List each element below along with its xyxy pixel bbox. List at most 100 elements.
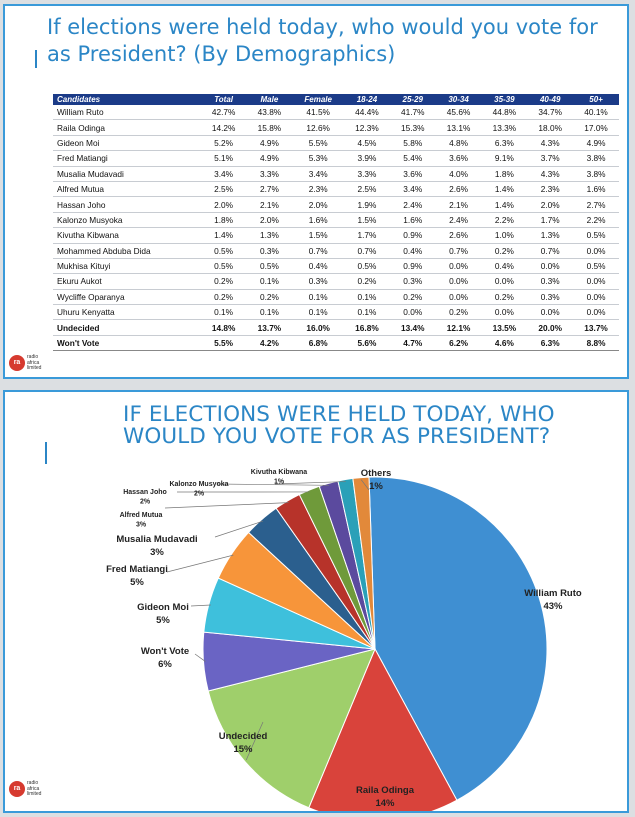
percentage-cell: 2.0% [308,199,328,210]
candidate-name-cell: Gideon Moi [57,137,100,148]
slice-value-label: 6% [158,659,172,670]
percentage-cell: 6.2% [449,338,469,349]
slice-value-label: 43% [543,601,563,612]
percentage-cell: 2.6% [449,230,469,241]
percentage-cell: 13.5% [492,322,517,333]
percentage-cell: 20.0% [538,322,562,333]
table-header-row: Candidates Total Male Female 18-24 25-29 30-34… [53,94,619,105]
candidate-name-cell: Musalia Mudavadi [57,168,124,179]
pie-title: IF ELECTIONS WERE HELD TODAY, WHO WOULD … [123,404,628,448]
percentage-cell: 0.1% [259,276,279,287]
percentage-cell: 0.0% [449,291,469,302]
slice-value-label: 1% [274,478,285,485]
table-row: Won't Vote 5.5% 4.2% 6.8% 5.6% 4.7% 6.2% 4.6% 6.… [53,335,619,351]
percentage-cell: 1.7% [357,230,377,241]
slice-label: Undecided [219,731,268,742]
percentage-cell: 0.7% [308,245,328,256]
table-row: Ekuru Aukot 0.2% 0.1% 0.3% 0.2% 0.3% 0.0% 0.0% 0… [53,274,619,290]
percentage-cell: 2.3% [540,184,560,195]
logo-text-line: limited [27,365,42,371]
percentage-cell: 0.5% [214,245,234,256]
column-header: Total [200,94,247,105]
percentage-cell: 1.5% [308,230,328,241]
slice-value-label: 3% [150,547,164,558]
percentage-cell: 3.9% [357,153,377,164]
percentage-cell: 2.2% [494,214,514,225]
percentage-cell: 3.3% [357,168,377,179]
slice-value-label: 3% [136,521,147,528]
column-header: 50+ [573,94,619,105]
percentage-cell: 4.9% [259,137,279,148]
percentage-cell: 43.8% [257,107,282,118]
percentage-cell: 16.0% [306,322,330,333]
percentage-cell: 0.3% [540,291,560,302]
logo-text: radio africa limited [27,780,57,798]
percentage-cell: 3.6% [449,153,469,164]
table-row: Kivutha Kibwana 1.4% 1.3% 1.5% 1.7% 0.9% 2.6% 1… [53,228,619,244]
percentage-cell: 0.0% [403,307,423,318]
percentage-cell: 4.2% [259,338,279,349]
column-header: Female [292,94,345,105]
table-row: Mukhisa Kituyi 0.5% 0.5% 0.4% 0.5% 0.9% 0.0% 0.… [53,258,619,274]
candidate-name-cell: Raila Odinga [57,122,105,133]
percentage-cell: 0.5% [357,261,377,272]
percentage-cell: 3.3% [259,168,279,179]
slice-label: Kalonzo Musyoka [169,481,228,488]
percentage-cell: 6.3% [494,137,514,148]
percentage-cell: 1.8% [494,168,514,179]
percentage-cell: 1.6% [586,184,606,195]
percentage-cell: 1.4% [214,230,234,241]
slice-label: Musalia Mudavadi [116,534,197,545]
percentage-cell: 0.7% [449,245,469,256]
percentage-cell: 17.0% [584,122,608,133]
candidate-name-cell: Uhuru Kenyatta [57,307,115,318]
percentage-cell: 2.4% [403,199,423,210]
percentage-cell: 0.2% [214,291,234,302]
leader-line [166,554,234,573]
slice-label: Alfred Mutua [120,512,163,519]
percentage-cell: 1.3% [259,230,279,241]
slice-label: Fred Matiangi [106,564,168,575]
percentage-cell: 44.4% [355,107,379,118]
percentage-cell: 0.3% [540,276,560,287]
percentage-cell: 42.7% [211,107,236,118]
slice-label: Hassan Joho [123,489,167,496]
percentage-cell: 3.8% [586,153,606,164]
percentage-cell: 4.8% [449,137,469,148]
slice-label: Raila Odinga [356,785,415,796]
candidate-name-cell: William Ruto [57,107,104,118]
percentage-cell: 0.0% [449,276,469,287]
candidate-name-cell: Kalonzo Musyoka [57,214,123,225]
percentage-cell: 1.4% [494,199,514,210]
percentage-cell: 2.4% [449,214,469,225]
pie-title-line-2: WOULD YOU VOTE FOR AS PRESIDENT? [123,424,551,449]
logo-text-line: africa [27,785,40,792]
percentage-cell: 8.8% [586,338,606,349]
percentage-cell: 0.0% [586,291,606,302]
percentage-cell: 5.8% [403,137,423,148]
leader-line [194,653,206,662]
percentage-cell: 2.3% [308,184,328,195]
candidate-name-cell: Hassan Joho [57,199,106,210]
table-row: Mohammed Abduba Dida 0.5% 0.3% 0.7% 0.7% 0.4%… [53,243,619,259]
percentage-cell: 0.0% [586,276,606,287]
percentage-cell: 1.4% [494,184,514,195]
title-accent-line [45,442,47,464]
percentage-cell: 5.5% [214,338,234,349]
percentage-cell: 13.7% [584,322,608,333]
percentage-cell: 2.7% [259,184,279,195]
percentage-cell: 0.3% [403,276,423,287]
percentage-cell: 16.8% [355,322,379,333]
slice-value-label: 1% [369,481,383,492]
percentage-cell: 0.9% [403,230,423,241]
percentage-cell: 6.3% [540,338,560,349]
demographics-panel: If elections were held today, who would … [3,4,629,379]
percentage-cell: 0.4% [308,261,328,272]
percentage-cell: 0.7% [357,245,377,256]
percentage-cell: 12.6% [306,122,330,133]
percentage-cell: 44.8% [492,107,517,118]
percentage-cell: 0.0% [449,261,469,272]
percentage-cell: 4.6% [494,338,514,349]
percentage-cell: 12.1% [446,322,471,333]
percentage-cell: 0.2% [449,307,469,318]
